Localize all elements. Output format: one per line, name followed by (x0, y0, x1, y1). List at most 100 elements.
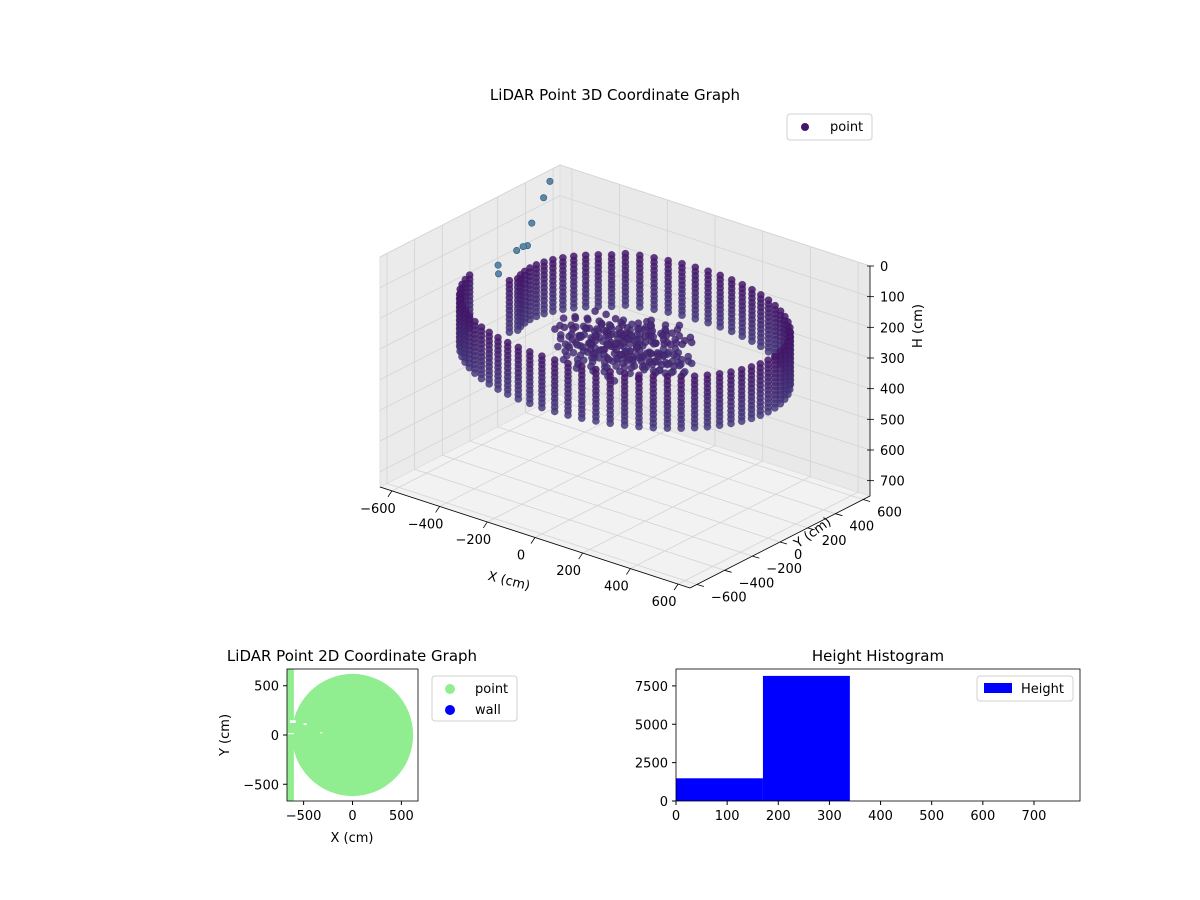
interior-point (627, 363, 636, 372)
interior-point (584, 315, 592, 324)
wall-point (525, 399, 534, 408)
wall-point (470, 369, 479, 378)
interior-point (617, 350, 626, 359)
h-tick-label: 400 (880, 383, 905, 398)
interior-point (600, 326, 608, 335)
y-tick-label: 5000 (635, 718, 668, 733)
chart-3d-legend-box (786, 113, 873, 141)
chart-histogram-legend-label: Height (1021, 682, 1064, 697)
wall-point (621, 301, 630, 309)
interior-point (611, 314, 620, 323)
interior-point (641, 338, 650, 347)
x-tick (387, 490, 393, 498)
interior-point (642, 349, 651, 358)
chart-histogram-legend: Height (976, 675, 1074, 702)
chart-3d: LiDAR Point 3D Coordinate Graph −600−400… (360, 86, 926, 610)
wall-point (703, 422, 712, 431)
grid-line-x (534, 215, 716, 538)
x-tick-label: 600 (652, 595, 677, 610)
interior-point (589, 350, 598, 358)
wall-point (635, 303, 644, 311)
x-tick-label: 100 (715, 809, 740, 824)
x-tick-label: 0 (672, 809, 680, 824)
chart-histogram-title: Height Histogram (812, 647, 944, 665)
interior-point (612, 345, 621, 354)
point-gap (320, 732, 323, 734)
wall-point (540, 309, 548, 318)
point-gap (303, 723, 307, 726)
wall-point (549, 307, 557, 316)
interior-point (581, 324, 590, 333)
x-tick-label: −400 (408, 517, 444, 532)
wall-point (727, 327, 736, 336)
wall-point (738, 332, 747, 341)
outlier-point (540, 194, 548, 202)
x-tick (530, 537, 536, 544)
h-tick-label: 300 (880, 352, 905, 367)
interior-point (641, 325, 649, 334)
chart-3d-legend: point (786, 113, 873, 141)
wall-point (513, 326, 522, 335)
chart-3d-legend-label: point (830, 120, 863, 135)
wall-point (677, 424, 686, 433)
x-tick-label: 700 (1022, 809, 1047, 824)
wall-point (691, 314, 700, 323)
interior-point (603, 340, 612, 349)
x-tick-label: 600 (970, 809, 995, 824)
chart-2d: LiDAR Point 2D Coordinate Graph −500−500… (218, 647, 518, 846)
x-tick-label: 300 (817, 809, 842, 824)
wall-point (748, 337, 756, 346)
wall-point (550, 407, 559, 416)
interior-point (632, 344, 641, 353)
wall-point (635, 422, 643, 431)
y-tick-label: 200 (822, 534, 847, 549)
interior-point (687, 359, 696, 368)
interior-point (678, 340, 687, 349)
outlier-point (495, 270, 503, 278)
interior-point (569, 324, 577, 333)
y-tick-label: 7500 (635, 680, 668, 695)
y-tick-label: −400 (739, 576, 775, 591)
wall-point (577, 414, 586, 423)
interior-point (568, 335, 577, 344)
wall-point (514, 394, 523, 403)
interior-point (604, 333, 613, 341)
chart-histogram-legend-box (976, 675, 1074, 702)
y-tick (696, 584, 705, 587)
interior-point (605, 355, 613, 364)
y-tick (779, 541, 788, 545)
grid-line-h (379, 225, 871, 328)
wall-point (747, 414, 756, 423)
y-tick (862, 499, 871, 502)
grid-line-y (386, 253, 698, 585)
interior-point (569, 348, 578, 357)
wall-point (716, 322, 725, 331)
wall-point (715, 421, 724, 430)
x-tick-label: 400 (604, 580, 629, 595)
interior-point (654, 352, 662, 361)
wall-point (606, 419, 615, 428)
wall-point (538, 403, 546, 412)
wall-point (678, 311, 686, 320)
interior-point (554, 342, 562, 351)
h-tick-label: 600 (880, 444, 905, 459)
wall-point (503, 390, 512, 398)
chart-2d-legend-marker-wall (445, 705, 455, 715)
h-tick-label: 700 (880, 475, 905, 490)
grid-line-x (391, 168, 573, 492)
interior-point (606, 321, 615, 330)
chart-3d-xlabel: X (cm) (486, 569, 531, 594)
point-gap (289, 720, 296, 723)
interior-point (666, 340, 675, 349)
x-tick-label: 500 (919, 809, 944, 824)
interior-point (612, 362, 620, 370)
chart-histogram-legend-swatch (984, 683, 1012, 693)
wall-point (592, 417, 600, 425)
chart-2d-xlabel: X (cm) (331, 831, 374, 846)
x-tick-label: 0 (517, 549, 525, 564)
wall-point (532, 312, 541, 321)
x-tick-label: −200 (455, 533, 491, 548)
interior-point (602, 310, 610, 319)
wall-point (756, 411, 765, 420)
